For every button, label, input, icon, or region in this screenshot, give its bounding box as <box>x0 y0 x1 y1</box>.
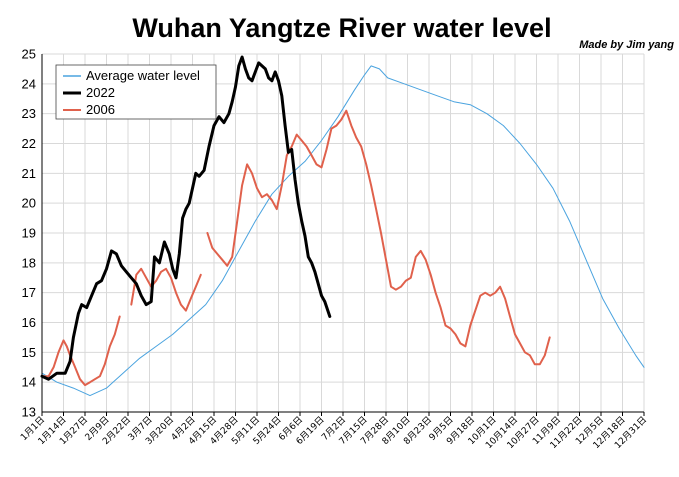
legend-label-2022: 2022 <box>86 85 115 100</box>
series-line-2006-segment-1 <box>130 267 202 312</box>
y-tick-label: 19 <box>22 226 36 241</box>
gridlines <box>41 53 645 413</box>
data-series <box>40 55 645 397</box>
y-axis-ticks: 13 14 15 16 17 18 19 20 21 22 23 24 25 <box>22 47 36 420</box>
series-line-2006-segment-0 <box>41 315 121 387</box>
chart-credit: Made by Jim yang <box>579 39 674 51</box>
y-tick-label: 22 <box>22 136 36 151</box>
y-tick-label: 20 <box>22 196 36 211</box>
y-tick-label: 13 <box>22 405 36 420</box>
series-line-2022 <box>40 55 332 381</box>
y-tick-label: 25 <box>22 47 36 62</box>
axes <box>41 54 645 416</box>
y-tick-label: 21 <box>22 166 36 181</box>
y-tick-label: 18 <box>22 255 36 270</box>
legend-label-2006: 2006 <box>86 102 115 117</box>
series-line-average-water-level <box>41 65 645 397</box>
y-tick-label: 16 <box>22 315 36 330</box>
y-tick-label: 24 <box>22 76 36 91</box>
y-tick-label: 15 <box>22 345 36 360</box>
y-tick-label: 14 <box>22 375 36 390</box>
series-line-2006-segment-2 <box>206 109 551 366</box>
legend-box <box>55 64 217 120</box>
y-tick-label: 23 <box>22 106 36 121</box>
legend: Average water level 2022 2006 <box>55 64 217 120</box>
y-tick-label: 17 <box>22 285 36 300</box>
chart-title: Wuhan Yangtze River water level <box>132 13 551 43</box>
legend-label-average: Average water level <box>86 68 200 83</box>
